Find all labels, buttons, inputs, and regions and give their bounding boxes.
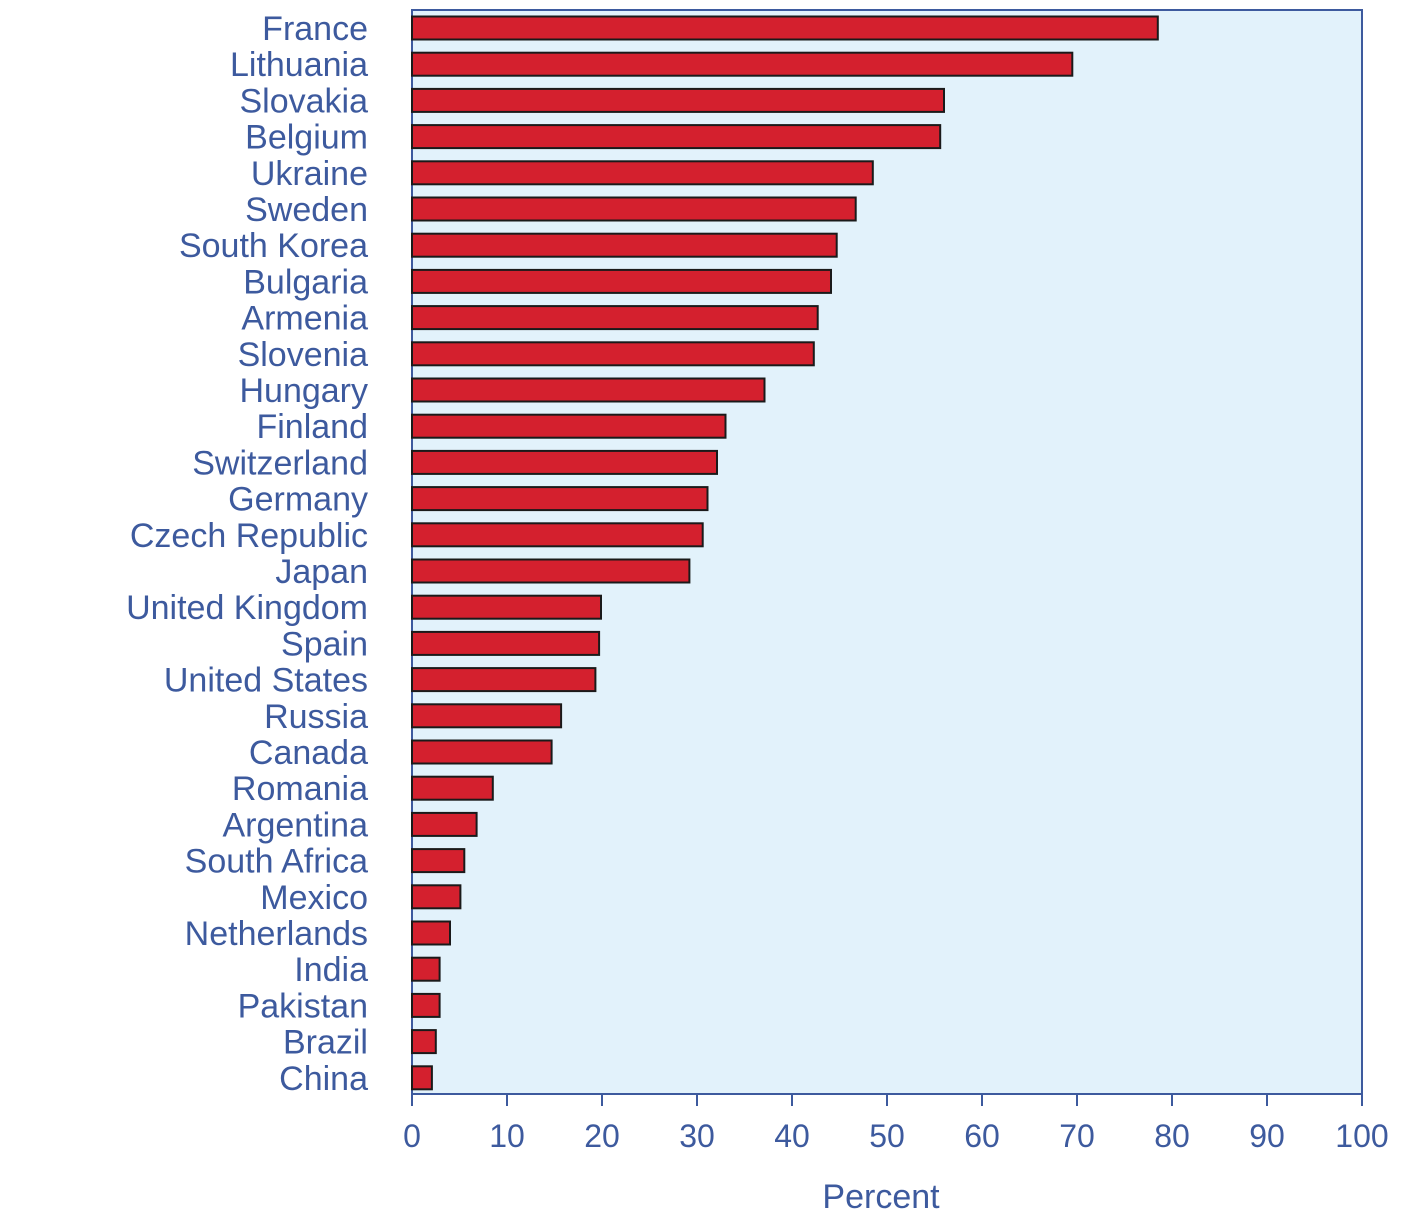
category-label-spain: Spain	[281, 625, 368, 663]
bar-france	[411, 15, 1159, 41]
category-label-armenia: Armenia	[241, 300, 368, 338]
bar-russia	[411, 703, 563, 729]
bar-south-africa	[411, 848, 466, 874]
category-label-france: France	[262, 10, 368, 48]
category-label-pakistan: Pakistan	[238, 987, 368, 1025]
bar-netherlands	[411, 920, 451, 946]
x-tick-label-90: 90	[1249, 1118, 1285, 1154]
bar-armenia	[411, 305, 819, 331]
category-label-argentina: Argentina	[222, 806, 368, 844]
bar-sweden	[411, 196, 857, 222]
bar-india	[411, 956, 441, 982]
bar-bulgaria	[411, 268, 832, 294]
bars-group	[411, 15, 1159, 1091]
bar-czech-republic	[411, 522, 704, 548]
category-labels: FranceLithuaniaSlovakiaBelgiumUkraineSwe…	[126, 10, 368, 1098]
x-tick-label-10: 10	[489, 1118, 525, 1154]
bar-slovenia	[411, 341, 815, 367]
bar-lithuania	[411, 51, 1074, 77]
bar-slovakia	[411, 87, 945, 113]
category-label-czech-republic: Czech Republic	[130, 517, 368, 555]
bar-canada	[411, 739, 553, 765]
category-label-united-kingdom: United Kingdom	[126, 589, 368, 627]
x-tick-label-80: 80	[1154, 1118, 1190, 1154]
category-label-russia: Russia	[264, 698, 368, 736]
category-label-bulgaria: Bulgaria	[243, 263, 368, 301]
category-label-south-korea: South Korea	[179, 227, 368, 265]
bar-pakistan	[411, 992, 441, 1018]
category-label-canada: Canada	[249, 734, 368, 772]
bar-united-kingdom	[411, 594, 602, 620]
category-label-slovenia: Slovenia	[238, 336, 369, 374]
bar-switzerland	[411, 449, 718, 475]
x-tick-label-100: 100	[1335, 1118, 1388, 1154]
x-tick-label-0: 0	[403, 1118, 421, 1154]
bar-united-states	[411, 667, 597, 693]
category-label-romania: Romania	[232, 770, 368, 808]
bar-hungary	[411, 377, 766, 403]
bar-japan	[411, 558, 691, 584]
bar-china	[411, 1065, 433, 1091]
bar-finland	[411, 413, 727, 439]
category-label-lithuania: Lithuania	[230, 46, 368, 84]
category-label-united-states: United States	[164, 662, 368, 700]
x-tick-label-30: 30	[679, 1118, 715, 1154]
category-label-germany: Germany	[228, 481, 368, 519]
bar-romania	[411, 775, 494, 801]
x-tick-label-60: 60	[964, 1118, 1000, 1154]
category-label-china: China	[279, 1060, 368, 1098]
bar-ukraine	[411, 160, 874, 186]
x-tick-label-50: 50	[869, 1118, 905, 1154]
plot-area	[411, 9, 1363, 1095]
category-label-japan: Japan	[275, 553, 368, 591]
bar-germany	[411, 486, 709, 512]
category-label-south-africa: South Africa	[185, 843, 368, 881]
category-label-sweden: Sweden	[245, 191, 368, 229]
category-label-belgium: Belgium	[245, 119, 368, 157]
x-tick-label-70: 70	[1059, 1118, 1095, 1154]
x-axis-ticks: 0 10 20 30 40 50 60 70 80 90 100	[403, 1094, 1389, 1154]
bar-spain	[411, 630, 601, 656]
category-label-switzerland: Switzerland	[192, 444, 368, 482]
bar-mexico	[411, 884, 462, 910]
bar-south-korea	[411, 232, 838, 258]
category-label-brazil: Brazil	[283, 1024, 368, 1062]
category-label-finland: Finland	[256, 408, 368, 446]
x-tick-label-40: 40	[774, 1118, 810, 1154]
category-label-ukraine: Ukraine	[251, 155, 368, 193]
category-label-netherlands: Netherlands	[185, 915, 368, 953]
bar-argentina	[411, 811, 478, 837]
x-axis-title: Percent	[822, 1178, 940, 1214]
x-tick-label-20: 20	[584, 1118, 620, 1154]
category-label-hungary: Hungary	[239, 372, 368, 410]
category-label-slovakia: Slovakia	[239, 82, 368, 120]
category-label-mexico: Mexico	[260, 879, 368, 917]
bar-belgium	[411, 124, 942, 150]
category-label-india: India	[294, 951, 368, 989]
bar-brazil	[411, 1029, 437, 1055]
